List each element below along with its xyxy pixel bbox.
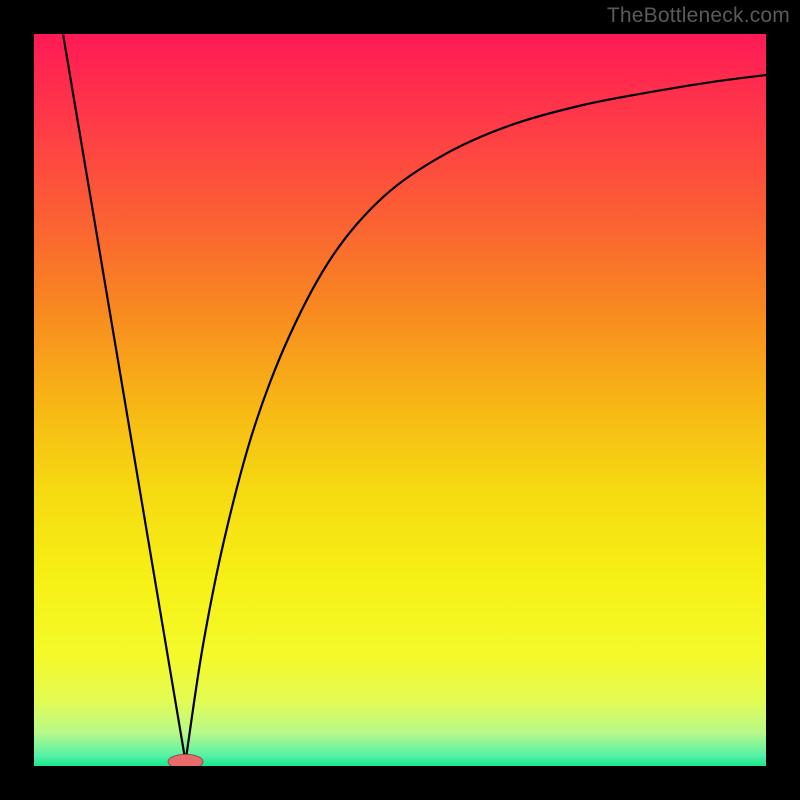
- chart-svg: [34, 34, 766, 766]
- chart-container: TheBottleneck.com: [0, 0, 800, 800]
- watermark-text: TheBottleneck.com: [607, 4, 790, 28]
- chart-background: [34, 34, 766, 766]
- bottleneck-curve-chart: [34, 34, 766, 766]
